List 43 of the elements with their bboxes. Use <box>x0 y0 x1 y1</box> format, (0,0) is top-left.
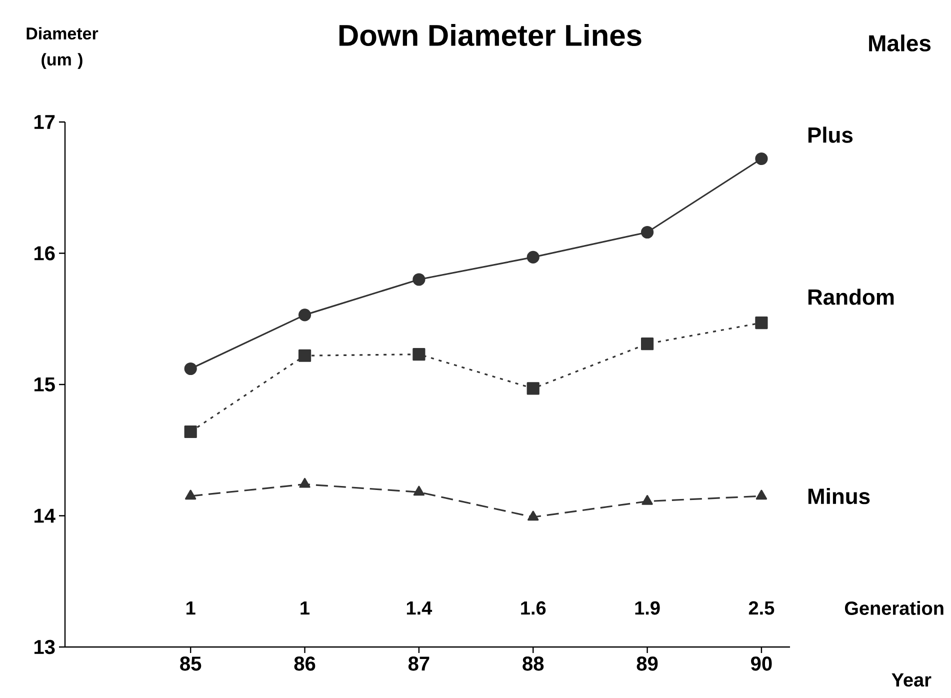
y-tick-label: 16 <box>34 246 55 260</box>
point <box>526 382 540 395</box>
point <box>299 478 310 488</box>
annotation: 2.5 <box>748 601 774 615</box>
text: Year <box>892 673 932 687</box>
point <box>755 316 768 330</box>
point <box>528 510 539 521</box>
chart-title: Down Diameter Lines <box>339 24 642 46</box>
text: Generation <box>844 601 944 615</box>
y-axis-title: Diameter (um ) <box>26 27 98 69</box>
point <box>184 425 197 438</box>
point <box>412 348 426 361</box>
text: Plus <box>808 126 853 143</box>
x-tick-label: 90 <box>751 656 772 671</box>
point <box>640 338 654 350</box>
point <box>640 226 654 239</box>
x-tick-label: 85 <box>180 656 202 671</box>
annotation: 1 <box>300 601 310 615</box>
point <box>526 250 540 264</box>
point <box>756 490 768 500</box>
point <box>755 152 768 166</box>
point <box>184 362 197 376</box>
x-tick-label: 88 <box>522 656 544 671</box>
point <box>642 495 653 505</box>
x-tick-label: 86 <box>294 656 316 671</box>
series-label: Random <box>808 288 894 305</box>
y-tick-label: 13 <box>34 640 55 654</box>
point <box>185 490 196 500</box>
annotation: 1.6 <box>521 601 546 615</box>
y-tick-label: 15 <box>34 378 55 392</box>
annotation: 1.9 <box>635 601 660 615</box>
annotation: 1 <box>186 601 196 615</box>
point <box>413 486 425 496</box>
y-tick-label: 14 <box>34 508 56 523</box>
series-label: Minus <box>808 488 870 504</box>
point <box>298 308 312 322</box>
x-tick-label: 87 <box>408 656 430 671</box>
text: Males <box>869 34 931 52</box>
annotation: 1.4 <box>406 601 432 615</box>
y-tick-label: 17 <box>34 115 55 129</box>
x-tick-label: 89 <box>636 656 658 671</box>
point <box>412 273 426 286</box>
point <box>298 349 312 362</box>
